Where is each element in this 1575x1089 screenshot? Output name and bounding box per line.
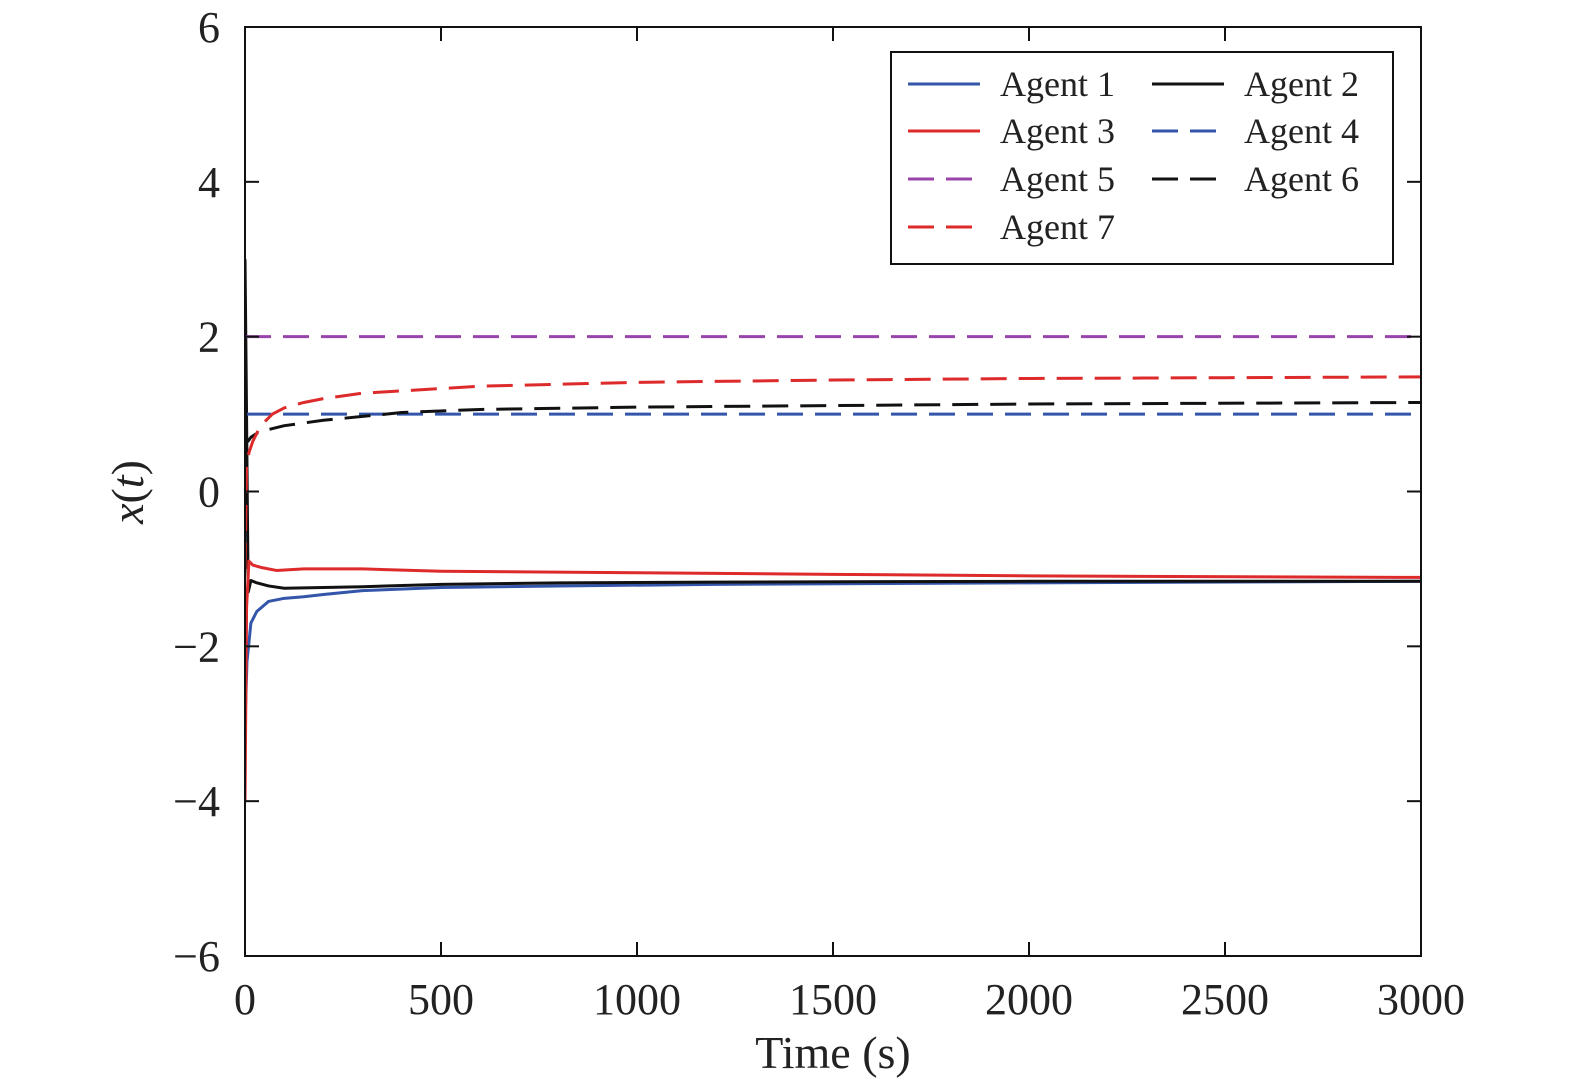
y-tick-label: −4 <box>173 777 220 826</box>
legend: Agent 1 Agent 2 Agent 3 Agent 4 Agent 5 Agent… <box>890 51 1394 265</box>
x-tick-label: 1000 <box>593 975 681 1024</box>
y-axis-title-main: x <box>102 503 153 525</box>
x-tick-label: 2000 <box>985 975 1073 1024</box>
y-tick-label: 0 <box>198 468 220 517</box>
series-line-agent-7 <box>245 375 1421 569</box>
y-tick-label: 4 <box>198 158 220 207</box>
y-axis-title-open-paren: ( <box>102 488 153 503</box>
y-tick-label: 2 <box>198 313 220 362</box>
legend-label-agent-2: Agent 2 <box>1244 64 1359 104</box>
legend-label-agent-1: Agent 1 <box>1000 64 1115 104</box>
y-tick-label: 6 <box>198 3 220 52</box>
y-tick-label: −2 <box>173 622 220 671</box>
series-line-agent-1 <box>245 579 1421 724</box>
legend-label-agent-5: Agent 5 <box>1000 159 1115 199</box>
series-line-agent-3 <box>245 559 1421 802</box>
x-axis-title: Time (s) <box>755 1027 911 1078</box>
ticks-group: 0 500 1000 1500 2000 2500 3000 −6 −4 −2 0 2 4 6 <box>173 3 1465 1024</box>
y-axis-title-var: t <box>102 474 153 488</box>
x-tick-label: 3000 <box>1377 975 1465 1024</box>
x-tick-label: 0 <box>234 975 256 1024</box>
x-tick-label: 1500 <box>789 975 877 1024</box>
series-group <box>245 259 1421 802</box>
legend-label-agent-3: Agent 3 <box>1000 111 1115 151</box>
legend-label-agent-6: Agent 6 <box>1244 159 1359 199</box>
series-line-agent-6 <box>245 390 1421 443</box>
x-tick-label: 2500 <box>1181 975 1269 1024</box>
legend-label-agent-4: Agent 4 <box>1244 111 1359 151</box>
x-tick-label: 500 <box>408 975 474 1024</box>
legend-label-agent-7: Agent 7 <box>1000 207 1115 247</box>
legend-box <box>890 51 1394 265</box>
y-axis-title: x(t) <box>102 460 153 525</box>
y-tick-label: −6 <box>173 932 220 981</box>
y-axis-title-close-paren: ) <box>102 460 153 475</box>
